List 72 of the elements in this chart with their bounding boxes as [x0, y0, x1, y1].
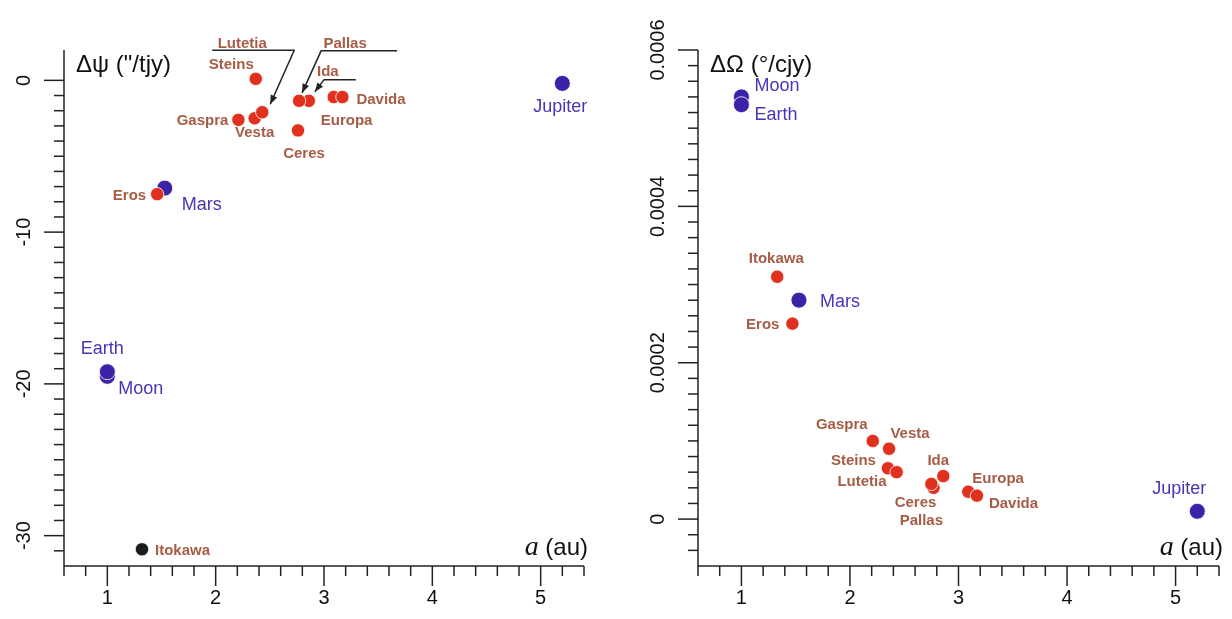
- series-label: Eros: [112, 185, 147, 203]
- series-label: Gaspra: [815, 415, 869, 433]
- text: Lutetia: [217, 33, 268, 51]
- x-tick-label: 5: [535, 586, 547, 608]
- point: [553, 75, 571, 92]
- point: [889, 465, 904, 480]
- text: Pallas: [323, 34, 367, 52]
- y-tick-label: 0: [646, 513, 668, 525]
- series-label: Jupiter: [1152, 478, 1207, 499]
- series-label: Ida: [927, 450, 950, 468]
- x-tick-label: 1: [735, 586, 747, 608]
- x-tick-label: 3: [952, 586, 965, 608]
- point: [150, 187, 165, 202]
- series-label: Itokawa: [155, 540, 211, 558]
- point: [770, 269, 785, 284]
- series-label: Earth: [754, 103, 798, 124]
- point: [936, 469, 951, 484]
- series-label: Davida: [356, 89, 407, 107]
- y-tick-label: 0: [12, 74, 34, 86]
- point: [335, 89, 350, 105]
- x-tick-label: 4: [1061, 586, 1073, 608]
- x-tick-label: 1: [101, 586, 113, 608]
- point: [134, 542, 150, 557]
- point: [255, 105, 270, 120]
- x-axis-title: a (au): [524, 530, 588, 561]
- series-label: Gaspra: [176, 111, 230, 129]
- series-label: Europa: [320, 110, 374, 128]
- point: [248, 71, 263, 86]
- point: [785, 316, 800, 331]
- series-label: Itokawa: [748, 249, 805, 267]
- point: [733, 96, 750, 114]
- series-label: Europa: [972, 469, 1025, 487]
- series-label: Ceres: [283, 143, 325, 161]
- x-tick-label: 5: [1170, 586, 1182, 608]
- x-tick-label: 2: [844, 586, 856, 608]
- series-label: Pallas: [899, 511, 944, 529]
- series-label: Earth: [80, 337, 124, 358]
- point: [292, 93, 307, 108]
- y-tick-label: 0.0002: [646, 332, 668, 394]
- point: [290, 123, 306, 138]
- series-label: Steins: [830, 450, 876, 468]
- series-label: Mars: [819, 291, 860, 312]
- series-label: Vesta: [890, 424, 931, 442]
- series-label: Jupiter: [533, 96, 588, 117]
- series-label: Ceres: [894, 493, 937, 511]
- series-label: Ida: [316, 62, 340, 80]
- y-axis-title: ΔΩ (°/cjy): [710, 50, 813, 77]
- series-label: Mars: [181, 194, 222, 215]
- point: [969, 488, 985, 503]
- point: [924, 476, 939, 491]
- series-label: Steins: [208, 55, 254, 73]
- y-tick-label: 0.0004: [646, 175, 668, 237]
- series-label: Davida: [988, 494, 1039, 512]
- y-tick-label: -10: [12, 217, 34, 247]
- point: [881, 441, 897, 456]
- series-label: Eros: [746, 315, 780, 333]
- y-axis-title: Δψ ("/tjy): [76, 50, 171, 77]
- point: [1188, 502, 1206, 520]
- point: [790, 291, 808, 309]
- x-tick-label: 3: [318, 586, 330, 608]
- x-tick-label: 4: [426, 586, 438, 608]
- y-tick-label: -30: [12, 521, 34, 551]
- x-tick-label: 2: [210, 586, 222, 608]
- point: [231, 112, 246, 127]
- series-label: Moon: [118, 378, 164, 399]
- series-label: Lutetia: [837, 471, 888, 489]
- y-tick-label: 0.0006: [646, 19, 668, 81]
- series-label: Vesta: [235, 122, 275, 140]
- x-axis-title: a (au): [1159, 530, 1223, 561]
- point: [865, 433, 880, 448]
- point: [98, 363, 116, 381]
- y-tick-label: -20: [12, 369, 34, 399]
